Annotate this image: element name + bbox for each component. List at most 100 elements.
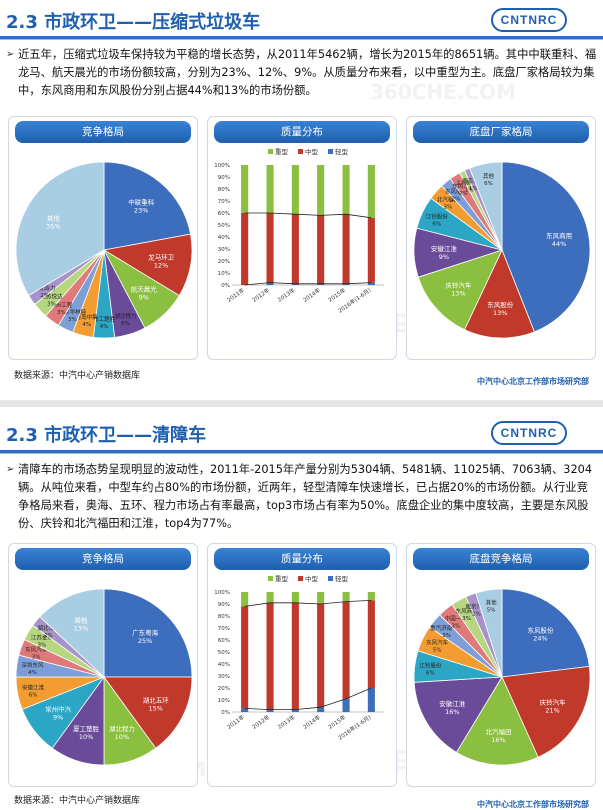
title-underline-thin	[0, 453, 603, 454]
slide-divider	[0, 400, 603, 407]
pie-slice-label: 东风股份	[487, 300, 514, 309]
legend-label: 中型	[305, 147, 319, 156]
pie-slice-value: 6%	[426, 670, 435, 676]
legend-label: 重型	[275, 147, 289, 156]
y-tick-label: 80%	[218, 614, 230, 620]
y-tick-label: 40%	[218, 662, 230, 668]
trend-line-light	[244, 687, 372, 711]
stacked-bar-segment	[342, 165, 350, 215]
pie-slice-label: 江铃股份	[426, 212, 449, 220]
title-bar: 2.3 市政环卫——压缩式垃圾车 CNTNRC	[0, 0, 603, 36]
pie-slice-value: 1%	[465, 188, 474, 194]
stacked-bar-segment	[266, 709, 274, 712]
pie-slice-label: 厦工楚胜	[93, 315, 116, 323]
stacked-bar-segment	[367, 688, 375, 712]
trend-line-light	[244, 282, 372, 286]
pie-slice-label: 安徽江淮	[22, 684, 45, 692]
pie-slice-label: 江苏悦达	[40, 293, 63, 301]
x-tick-label: 2015年	[327, 286, 348, 304]
stacked-bar-segment	[367, 165, 375, 218]
panel-chassis: 底盘厂家格局 东风商用 44% 东风股份 13% 庆铃汽车 13% 安徽江淮 9% 江铃股份 6%…	[406, 116, 596, 360]
line-chart-weight: 重型 中型 轻型 0% 10% 20% 30% 40% 50% 60% 70% 80% 90% 100% 2…	[214, 574, 384, 742]
pie-slice-value: 3%	[451, 624, 460, 630]
pie-slice-value: 3%	[68, 317, 77, 323]
x-tick-label: 2013年	[276, 713, 297, 731]
pie-slice	[102, 233, 193, 297]
y-tick-label: 10%	[218, 271, 230, 277]
stacked-bar-segment	[241, 165, 249, 213]
stacked-bar-segment	[266, 165, 274, 213]
pie-slice-label: 北汽福田	[486, 727, 512, 736]
pie-slice-value: 9%	[439, 253, 449, 261]
pie-slice-label: 江苏金永	[31, 633, 54, 641]
title-underline	[0, 36, 603, 39]
pie-slice-label: 其他	[47, 214, 61, 223]
x-tick-label: 2015年	[327, 713, 348, 731]
stacked-bar-segment	[291, 709, 299, 712]
stacked-bar-segment	[291, 165, 299, 215]
stacked-bar-segment	[342, 601, 350, 699]
stacked-bar-segment	[241, 592, 249, 607]
stacked-bar-segment	[367, 600, 375, 688]
panel-competition: 竞争格局 中联重科 23% 龙马环卫 12% 航天晨光 9% 湖北程力 6% 厦工楚胜 4% 青岛中…	[8, 116, 198, 360]
stacked-bar-segment	[317, 604, 325, 708]
pie-slice-value: 3%	[57, 310, 66, 316]
pie-slice-label: 厦工楚胜	[73, 724, 100, 733]
stacked-bar-segment	[342, 214, 350, 284]
pie-slice-label: 航天晨光	[131, 284, 158, 293]
pie-slice-label: 其他	[486, 599, 498, 607]
data-source: 数据来源：中汽中心产销数据库	[14, 371, 141, 381]
y-tick-label: 60%	[218, 211, 230, 217]
y-tick-label: 20%	[218, 686, 230, 692]
y-tick-label: 80%	[218, 187, 230, 193]
stacked-bar-segment	[342, 283, 350, 285]
y-tick-label: 30%	[218, 247, 230, 253]
data-source: 数据来源：中汽中心产销数据库	[14, 796, 141, 806]
title-underline	[0, 450, 603, 453]
pie-slice-label: 庆铃汽车	[540, 698, 567, 707]
legend-label: 轻型	[335, 147, 349, 156]
stacked-bar-segment	[241, 708, 249, 712]
pie-slice-label: 安徽江淮	[439, 699, 466, 708]
y-tick-label: 70%	[218, 626, 230, 632]
stacked-bar-segment	[266, 282, 274, 285]
y-tick-label: 20%	[218, 259, 230, 265]
panel-weight: 质量分布 重型 中型 轻型 0% 10% 20% 30% 40% 50% 60% 70% 80% 90%…	[207, 116, 397, 360]
pie-slice-value: 35%	[46, 223, 60, 231]
panel-chassis: 底盘竞争格局 东风股份 24% 庆铃汽车 21% 北汽福田 16% 安徽江淮 16% 江铃股份 6…	[406, 543, 596, 787]
y-tick-label: 90%	[218, 175, 230, 181]
legend-label: 轻型	[335, 574, 349, 583]
legend-swatch	[328, 149, 333, 154]
pie-slice-value: 2%	[452, 196, 461, 202]
pie-slice-value: 21%	[545, 707, 559, 715]
pie-slice-value: 10%	[115, 733, 129, 741]
panel-title: 质量分布	[214, 548, 390, 570]
panel-title: 质量分布	[214, 121, 390, 143]
pie-slice-label: 东风汽车	[426, 638, 449, 646]
pie-slice	[103, 676, 193, 749]
summary-paragraph: ➢ 近五年，压缩式垃圾车保持较为平稳的增长态势，从2011年5462辆，增长为2…	[6, 48, 597, 97]
x-tick-label: 2014年	[301, 713, 322, 731]
pie-slice-label: 东风汽车	[25, 646, 48, 654]
legend: 重型 中型 轻型	[268, 574, 349, 583]
pie-slice	[475, 588, 503, 678]
slide-wrecker-truck: 卡车之家 卡车之家 360CHE.COM 2.3 市政环卫——清障车 CNTNR…	[0, 407, 603, 810]
pie-slice	[15, 161, 105, 297]
bullet-arrow-icon: ➢	[6, 49, 15, 60]
y-tick-label: 70%	[218, 199, 230, 205]
pie-slice-value: 25%	[138, 637, 152, 645]
bullet-arrow-icon: ➢	[6, 464, 15, 475]
pie-slice	[103, 161, 192, 251]
cntnrc-logo: CNTNRC	[491, 8, 567, 32]
stacked-bar-segment	[291, 283, 299, 285]
y-tick-label: 100%	[214, 163, 230, 169]
panel-title: 底盘厂家格局	[413, 121, 589, 143]
legend-label: 中型	[305, 574, 319, 583]
x-tick-label: 2013年	[276, 286, 297, 304]
stacked-bar-segment	[266, 602, 274, 710]
pie-slice-label: 广东粤海	[132, 628, 159, 637]
stacked-bar-segment	[317, 592, 325, 604]
title-bar: 2.3 市政环卫——清障车 CNTNRC	[0, 407, 603, 446]
legend-swatch	[328, 576, 333, 581]
